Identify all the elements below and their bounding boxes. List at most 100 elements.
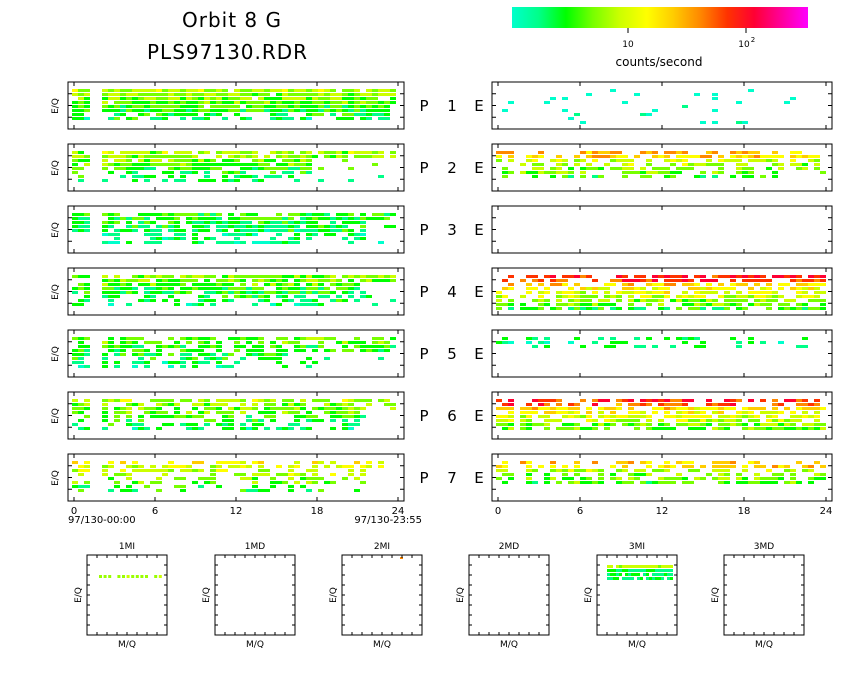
heatmap-cell: [216, 423, 222, 426]
heatmap-cell: [210, 217, 216, 220]
heatmap-cell: [222, 469, 228, 472]
heatmap-cell: [246, 175, 252, 178]
heatmap-cell: [114, 237, 120, 240]
heatmap-cell: [628, 415, 634, 418]
heatmap-cell: [772, 291, 778, 294]
heatmap-cell: [138, 465, 144, 468]
heatmap-cell: [814, 291, 820, 294]
heatmap-cell: [150, 101, 156, 104]
heatmap-cell: [312, 229, 318, 232]
heatmap-cell: [520, 423, 526, 426]
heatmap-cell: [222, 225, 228, 228]
heatmap-cell: [84, 427, 90, 430]
heatmap-cell: [168, 171, 174, 174]
heatmap-cell: [318, 229, 324, 232]
heatmap-cell: [336, 117, 342, 120]
heatmap-cell: [84, 345, 90, 348]
heatmap-cell: [144, 101, 150, 104]
heatmap-cell: [532, 175, 538, 178]
heatmap-cell: [318, 213, 324, 216]
heatmap-cell: [694, 163, 700, 166]
heatmap-cell: [78, 473, 84, 476]
heatmap-cell: [336, 287, 342, 290]
heatmap-cell: [544, 291, 550, 294]
heatmap-cell: [384, 217, 390, 220]
heatmap-cell: [216, 225, 222, 228]
heatmap-cell: [102, 89, 108, 92]
heatmap-cell: [222, 163, 228, 166]
left-xtick-label-18: 18: [311, 506, 324, 517]
heatmap-cell: [724, 473, 730, 476]
heatmap-cell: [706, 473, 712, 476]
heatmap-cell: [282, 113, 288, 116]
heatmap-cell: [814, 275, 820, 278]
heatmap-cell: [72, 291, 78, 294]
heatmap-cell: [372, 97, 378, 100]
heatmap-cell: [240, 275, 246, 278]
heatmap-cell: [246, 101, 252, 104]
heatmap-cell: [204, 109, 210, 112]
heatmap-cell: [204, 295, 210, 298]
heatmap-cell: [372, 341, 378, 344]
heatmap-cell: [580, 427, 586, 430]
heatmap-cell: [246, 341, 252, 344]
heatmap-cell: [186, 167, 192, 170]
heatmap-cell: [366, 345, 372, 348]
heatmap-cell: [276, 295, 282, 298]
heatmap-cell: [174, 151, 180, 154]
heatmap-cell: [598, 399, 604, 402]
heatmap-cell: [562, 279, 568, 282]
heatmap-cell: [604, 419, 610, 422]
heatmap-cell: [108, 295, 114, 298]
heatmap-cell: [204, 481, 210, 484]
heatmap-cell: [348, 89, 354, 92]
heatmap-cell: [204, 291, 210, 294]
heatmap-cell: [252, 225, 258, 228]
heatmap-cell: [222, 287, 228, 290]
heatmap-cell: [706, 419, 712, 422]
heatmap-cell: [754, 303, 760, 306]
heatmap-cell: [646, 283, 652, 286]
heatmap-cell: [324, 411, 330, 414]
heatmap-cell: [574, 307, 580, 310]
heatmap-cell: [496, 151, 502, 154]
heatmap-cell: [240, 221, 246, 224]
heatmap-cell: [276, 175, 282, 178]
heatmap-cell: [180, 283, 186, 286]
heatmap-cell: [766, 307, 772, 310]
heatmap-cell: [282, 109, 288, 112]
heatmap-cell: [360, 349, 366, 352]
heatmap-cell: [144, 113, 150, 116]
heatmap-cell: [622, 279, 628, 282]
heatmap-cell: [318, 97, 324, 100]
heatmap-cell: [348, 415, 354, 418]
heatmap-cell: [568, 341, 574, 344]
heatmap-cell: [538, 423, 544, 426]
heatmap-cell: [342, 237, 348, 240]
heatmap-cell: [234, 407, 240, 410]
heatmap-cell: [508, 155, 514, 158]
heatmap-cell: [360, 291, 366, 294]
heatmap-cell: [790, 423, 796, 426]
heatmap-cell: [78, 155, 84, 158]
heatmap-cell: [604, 155, 610, 158]
heatmap-cell: [634, 299, 640, 302]
heatmap-cell: [270, 357, 276, 360]
heatmap-cell: [276, 93, 282, 96]
heatmap-cell: [550, 279, 556, 282]
heatmap-cell: [216, 399, 222, 402]
heatmap-cell: [84, 399, 90, 402]
heatmap-cell: [676, 295, 682, 298]
heatmap-cell: [390, 155, 396, 158]
heatmap-cell: [204, 399, 210, 402]
right-xtick-label-24: 24: [820, 506, 833, 517]
heatmap-cell: [556, 159, 562, 162]
heatmap-cell: [586, 481, 592, 484]
heatmap-cell: [192, 101, 198, 104]
heatmap-cell: [550, 399, 556, 402]
heatmap-cell: [108, 163, 114, 166]
heatmap-cell: [646, 295, 652, 298]
heatmap-cell: [342, 97, 348, 100]
heatmap-cell: [652, 481, 658, 484]
heatmap-cell: [180, 365, 186, 368]
